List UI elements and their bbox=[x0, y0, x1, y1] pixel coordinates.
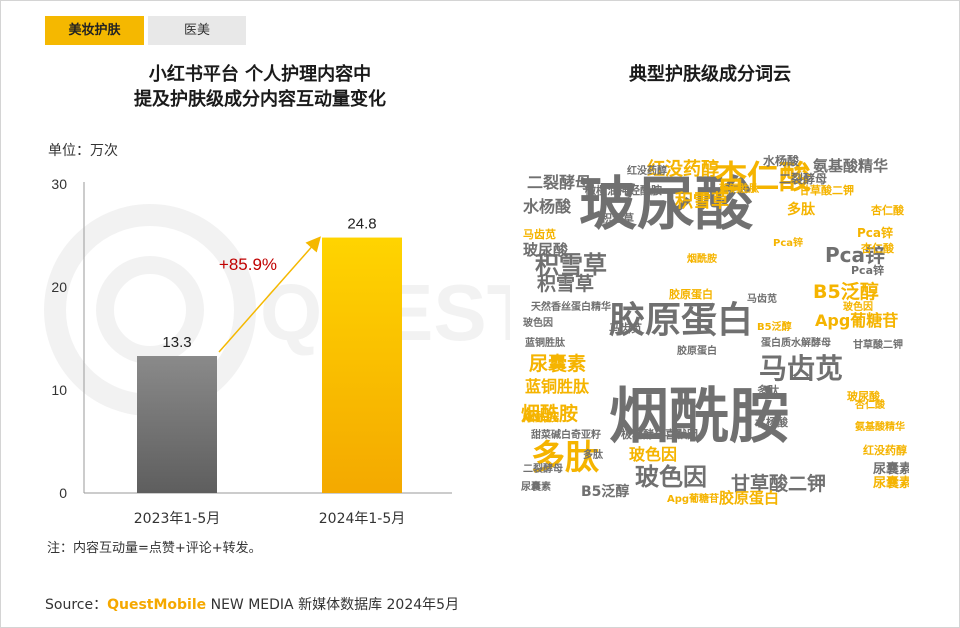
word-cloud-term: 多肽 bbox=[531, 438, 599, 478]
word-cloud-term: 蓝铜胜肽 bbox=[719, 184, 759, 195]
source-prefix: Source： bbox=[45, 597, 108, 613]
word-cloud-term: 玻色因 bbox=[629, 445, 678, 464]
word-cloud-term: 多肽 bbox=[787, 202, 815, 218]
growth-arrow bbox=[218, 236, 321, 353]
left-title-line-1: 小红书平台 个人护理内容中 bbox=[148, 64, 372, 85]
word-cloud-term: 玻尿酸 bbox=[847, 390, 880, 403]
word-cloud-term: 甘草酸二钾 bbox=[731, 473, 827, 495]
word-cloud-term: Pca锌 bbox=[857, 226, 894, 240]
y-tick-label: 30 bbox=[51, 176, 67, 192]
x-category-label: 2023年1-5月 bbox=[134, 511, 221, 527]
y-tick-label: 20 bbox=[51, 279, 67, 295]
word-cloud-term: 烟酰胺 bbox=[609, 382, 789, 452]
word-cloud-term: 橄榄油神经酰胺 bbox=[585, 184, 662, 197]
word-cloud-term: 蛋白质水解酵母 bbox=[761, 338, 831, 349]
unit-label: 单位：万次 bbox=[48, 143, 118, 159]
word-cloud-term: 甜菜碱白奇亚籽 bbox=[531, 430, 601, 441]
word-cloud-term: 积雪草 bbox=[675, 191, 729, 212]
source-suffix: NEW MEDIA 新媒体数据库 2024年5月 bbox=[206, 597, 460, 613]
word-cloud-term: 红没药醇 bbox=[647, 159, 719, 180]
word-cloud-term: 二裂酵母 bbox=[523, 464, 563, 475]
word-cloud-term: 水杨酸 bbox=[755, 416, 788, 429]
word-cloud: 烟酰胺 玻尿酸 胶原蛋白 杏仁酸 多肽 马齿苋 玻色因 积雪草 红没药醇 二裂酵母 氨基酸精华 Pca… bbox=[517, 155, 909, 507]
word-cloud-term: 多肽 bbox=[757, 384, 779, 397]
word-cloud-term: B5泛醇 bbox=[757, 322, 792, 333]
bar bbox=[137, 356, 217, 493]
tab-beauty-skincare[interactable]: 美妆护肤 bbox=[45, 16, 144, 45]
word-cloud-term: 杏仁酸 bbox=[855, 400, 885, 411]
word-cloud-term: 杏仁酸 bbox=[871, 204, 904, 217]
bar-value-label: 24.8 bbox=[347, 216, 376, 233]
word-cloud-term: 胶原蛋白 bbox=[609, 300, 754, 341]
word-cloud-term: 烟酰胺 bbox=[521, 403, 579, 425]
word-cloud-term: 极地酵母喜默因 bbox=[621, 428, 698, 441]
left-title-line-2: 提及护肤级成分内容互动量变化 bbox=[134, 89, 386, 110]
word-cloud-term: 甘草酸二钾 bbox=[799, 184, 854, 197]
word-cloud-term: Pca锌 bbox=[825, 243, 886, 267]
word-cloud-term: Pca锌 bbox=[851, 264, 885, 277]
word-cloud-term: 马齿苋 bbox=[523, 228, 556, 241]
word-cloud-term: 尿囊素 bbox=[873, 476, 909, 491]
word-cloud-term: Pca锌 bbox=[773, 238, 804, 249]
footnote: 注：内容互动量=点赞+评论+转发。 bbox=[47, 541, 262, 556]
word-cloud-term: 马齿苋 bbox=[747, 294, 777, 305]
x-category-label: 2024年1-5月 bbox=[319, 511, 406, 527]
word-cloud-term: 蓝铜胜肽 bbox=[525, 377, 590, 396]
bar-value-label: 13.3 bbox=[162, 334, 191, 351]
word-cloud-term: 二裂酵母 bbox=[779, 172, 828, 186]
word-cloud-term: 玻色因 bbox=[523, 318, 553, 329]
source-line: Source：QuestMobile NEW MEDIA 新媒体数据库 2024… bbox=[45, 594, 459, 614]
word-cloud-term: 胶原蛋白 bbox=[677, 346, 717, 357]
bar bbox=[322, 237, 402, 493]
word-cloud-term: 尿囊素 bbox=[873, 462, 909, 477]
word-cloud-term: 氨基酸精华 bbox=[855, 422, 905, 433]
word-cloud-term: 积雪草 bbox=[601, 212, 634, 225]
word-cloud-term: 水杨酸 bbox=[763, 155, 800, 168]
word-cloud-term: 玻色因 bbox=[635, 463, 707, 491]
word-cloud-term: 多肽 bbox=[583, 450, 603, 461]
word-cloud-term: 烟酰胺 bbox=[523, 410, 560, 424]
word-cloud-term: 马齿苋 bbox=[609, 322, 642, 335]
tab-medical-aesthetics[interactable]: 医美 bbox=[148, 16, 246, 45]
y-tick-label: 10 bbox=[51, 382, 67, 398]
word-cloud-term: 氨基酸精华 bbox=[813, 157, 889, 175]
word-cloud-title: 典型护肤级成分词云 bbox=[629, 64, 791, 85]
word-cloud-term: 杏仁酸 bbox=[715, 158, 812, 196]
word-cloud-term: 水杨酸 bbox=[523, 197, 572, 216]
word-cloud-term: Apg葡糖苷 bbox=[815, 311, 899, 330]
word-cloud-term: 红没药醇 bbox=[627, 166, 667, 177]
word-cloud-term: 蓝铜胜肽 bbox=[525, 338, 565, 349]
word-cloud-term: 积雪草 bbox=[537, 273, 595, 295]
word-cloud-term: 烟酰胺 bbox=[687, 254, 717, 265]
word-cloud-term: 二裂酵母 bbox=[527, 173, 592, 192]
word-cloud-term: 胶原蛋白 bbox=[719, 489, 780, 507]
word-cloud-term: 积雪草 bbox=[535, 251, 607, 279]
word-cloud-term: 胶原蛋白 bbox=[669, 288, 713, 301]
word-cloud-term: 玻尿酸 bbox=[523, 241, 569, 259]
word-cloud-term: Apg葡糖苷 bbox=[667, 494, 720, 505]
left-chart-title: 小红书平台 个人护理内容中 提及护肤级成分内容互动量变化 bbox=[60, 62, 460, 112]
source-brand: QuestMobile bbox=[107, 597, 207, 613]
word-cloud-term: 红没药醇 bbox=[863, 444, 907, 457]
word-cloud-term: 天然香丝蛋白精华 bbox=[531, 302, 611, 313]
word-cloud-term: B5泛醇 bbox=[813, 281, 879, 303]
word-cloud-term: 马齿苋 bbox=[759, 352, 844, 385]
word-cloud-term: 尿囊素 bbox=[521, 482, 551, 493]
word-cloud-term: 尿囊素 bbox=[529, 353, 587, 375]
y-tick-label: 0 bbox=[59, 485, 67, 501]
word-cloud-term: 杏仁酸 bbox=[861, 242, 894, 255]
word-cloud-term: 玻色因 bbox=[843, 302, 873, 313]
growth-label: +85.9% bbox=[219, 255, 277, 274]
word-cloud-term: B5泛醇 bbox=[581, 484, 630, 500]
word-cloud-term: 玻尿酸 bbox=[579, 170, 754, 238]
word-cloud-term: 甘草酸二钾 bbox=[853, 340, 903, 351]
